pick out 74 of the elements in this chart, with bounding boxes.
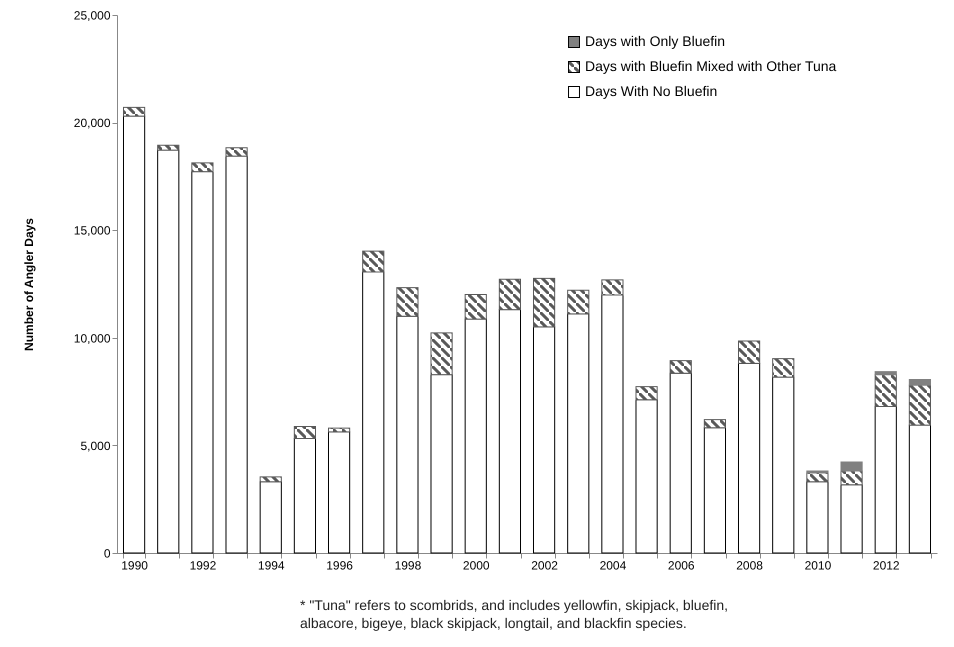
bar — [328, 428, 350, 432]
x-tick-label: 2002 — [531, 558, 558, 572]
bar — [260, 476, 282, 482]
bar — [430, 332, 453, 376]
legend-label: Days with Bluefin Mixed with Other Tuna — [585, 58, 837, 74]
bar — [157, 144, 180, 151]
bar — [874, 374, 897, 407]
y-tick-label: 5,000 — [80, 438, 111, 453]
y-tick-label: 15,000 — [74, 224, 111, 238]
bar — [635, 386, 658, 400]
bar — [464, 294, 487, 320]
bar — [532, 278, 556, 328]
text: * "Tuna" refers to scombrids, and includes yellowfin, skipjack, bluefin, albacore, bigeye, black skipjack, longtail, and blackfin species. — [300, 596, 730, 632]
bar — [362, 250, 384, 272]
bar — [806, 481, 829, 554]
bar — [840, 470, 863, 486]
x-tick-label: 2008 — [736, 558, 764, 572]
bar — [840, 484, 863, 554]
bar — [260, 481, 282, 554]
bar — [294, 426, 316, 440]
bar — [738, 340, 760, 364]
bar — [670, 372, 692, 554]
bar — [532, 326, 556, 554]
y-tick-label: 0 — [104, 546, 111, 560]
legend-label: Days with Only Bluefin — [585, 33, 726, 49]
bar — [567, 290, 590, 314]
x-tick-label: 2012 — [872, 558, 900, 572]
bar — [328, 431, 350, 554]
bar — [122, 116, 146, 554]
x-tick-label: 1990 — [121, 558, 148, 572]
bar — [874, 371, 897, 376]
bar — [157, 150, 180, 554]
bar — [191, 171, 214, 554]
bar — [567, 313, 590, 554]
y-axis-title: Number of Angler Days — [22, 218, 36, 351]
bar — [738, 362, 760, 554]
bar — [122, 106, 146, 117]
bar — [294, 438, 316, 554]
bar — [601, 279, 624, 296]
x-tick-label: 2006 — [668, 558, 695, 572]
bar — [464, 318, 487, 554]
bar — [908, 424, 932, 554]
bar — [704, 419, 726, 428]
bar — [772, 358, 794, 378]
bar — [806, 472, 829, 482]
bar — [670, 360, 692, 374]
bar — [396, 287, 419, 317]
bar — [396, 316, 419, 554]
x-tick-label: 1992 — [190, 558, 217, 572]
bar — [498, 278, 522, 310]
bar — [601, 294, 624, 554]
bar — [430, 374, 453, 554]
bar — [908, 379, 932, 386]
y-tick-label: 25,000 — [74, 8, 111, 22]
bar — [908, 384, 932, 426]
x-tick-label: 2000 — [462, 558, 490, 572]
x-tick-label: 2004 — [600, 558, 627, 572]
bar — [225, 147, 248, 157]
x-tick-label: 1998 — [394, 558, 422, 572]
x-tick-label: 1994 — [258, 558, 285, 572]
x-tick-label: 1996 — [326, 558, 354, 572]
y-tick-label: 20,000 — [74, 116, 111, 130]
bar — [225, 156, 248, 554]
bar — [362, 271, 384, 554]
bar — [874, 406, 897, 554]
legend-label: Days With No Bluefin — [585, 83, 718, 99]
y-tick-label: 10,000 — [74, 331, 111, 346]
x-tick-label: 2010 — [804, 558, 832, 572]
bar — [635, 399, 658, 554]
bar — [772, 376, 794, 554]
bar — [840, 461, 863, 472]
bar — [704, 427, 726, 554]
bar — [498, 309, 522, 554]
bar — [191, 162, 214, 172]
